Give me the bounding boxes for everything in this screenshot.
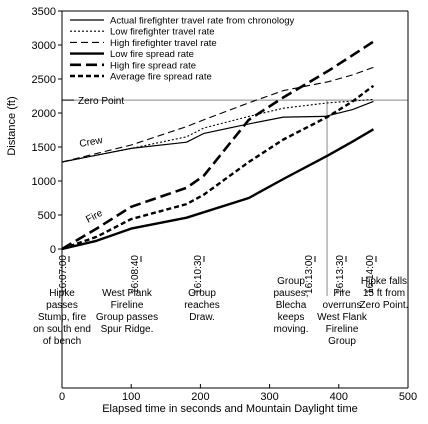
x-tick-label: 400 (330, 391, 348, 403)
y-tick-label: 2000 (32, 108, 56, 120)
event-description: West Flank (102, 288, 153, 299)
series-lines: Zero Point Crew Fire (61, 40, 408, 296)
event-description: Group passes (96, 312, 158, 323)
y-tick-label: 0 (50, 244, 56, 256)
series-line-5 (61, 40, 375, 251)
time-label: 16:07:00 (58, 255, 69, 294)
event-description: pauses, (273, 288, 308, 299)
series-line-2 (61, 98, 374, 163)
time-label: 16:14:00 (365, 255, 376, 294)
x-tick-label: 100 (122, 391, 140, 403)
event-description: Hipke falls (361, 276, 407, 287)
legend-entry: High fire spread rate (110, 60, 196, 71)
event-description: Group (328, 336, 356, 347)
legend-entry: Low firefighter travel rate (110, 27, 215, 38)
event-description: keeps (278, 312, 305, 323)
time-label: 16:13:00 (304, 255, 315, 294)
event-description: Fireline (111, 300, 144, 311)
x-tick-label: 500 (399, 391, 417, 403)
legend-entry: Low fire spread rate (110, 49, 194, 60)
event-description: on south end (33, 324, 91, 335)
event-description: reaches (184, 300, 220, 311)
legend-entry: High firefighter travel rate (110, 38, 217, 49)
event-description: Fire (333, 288, 351, 299)
y-axis-label: Distance (ft) (6, 96, 18, 155)
crew-label: Crew (79, 135, 105, 150)
zero-point-label: Zero Point (78, 96, 124, 107)
event-description: Group (277, 276, 305, 287)
x-tick-label: 300 (260, 391, 278, 403)
time-label: 16:08:40 (130, 255, 141, 294)
y-tick-label: 500 (38, 210, 56, 222)
axes: 0 500 1000 1500 2000 2500 3000 3500 0 100 200 300 40… (32, 6, 418, 403)
event-description: Blecha (276, 300, 307, 311)
y-tick-label: 3500 (32, 6, 56, 18)
series-line-6 (61, 84, 375, 251)
y-tick-label: 1000 (32, 176, 56, 188)
event-description: moving. (273, 324, 308, 335)
event-description: Hipke (49, 288, 75, 299)
event-description: Zero Point. (360, 300, 409, 311)
event-description: Draw. (189, 312, 215, 323)
fire-label: Fire (84, 208, 105, 226)
legend-entry: Actual firefighter travel rate from chro… (110, 16, 295, 27)
series-line-3 (61, 66, 374, 163)
event-description: Group (188, 288, 216, 299)
x-tick-label: 0 (59, 391, 65, 403)
event-description: overruns (323, 300, 362, 311)
event-description: 15 ft from (363, 288, 405, 299)
time-label: 16:10:30 (193, 255, 204, 294)
x-axis-label: Elapsed time in seconds and Mountain Day… (102, 403, 358, 415)
event-description: West Flank (317, 312, 368, 323)
event-description: Spur Ridge. (101, 324, 154, 335)
event-description: passes (46, 300, 78, 311)
y-tick-label: 3000 (32, 40, 56, 52)
event-description: Fireline (326, 324, 359, 335)
y-tick-label: 2500 (32, 74, 56, 86)
x-tick-label: 200 (191, 391, 209, 403)
event-description: Stump, fire (38, 312, 87, 323)
legend-entry: Average fire spread rate (110, 72, 212, 83)
legend: Actual firefighter travel rate from chro… (66, 13, 295, 93)
series-line-4 (61, 128, 375, 251)
y-tick-label: 1500 (32, 142, 56, 154)
event-description: of bench (43, 336, 81, 347)
time-label: 16:13:30 (335, 255, 346, 294)
